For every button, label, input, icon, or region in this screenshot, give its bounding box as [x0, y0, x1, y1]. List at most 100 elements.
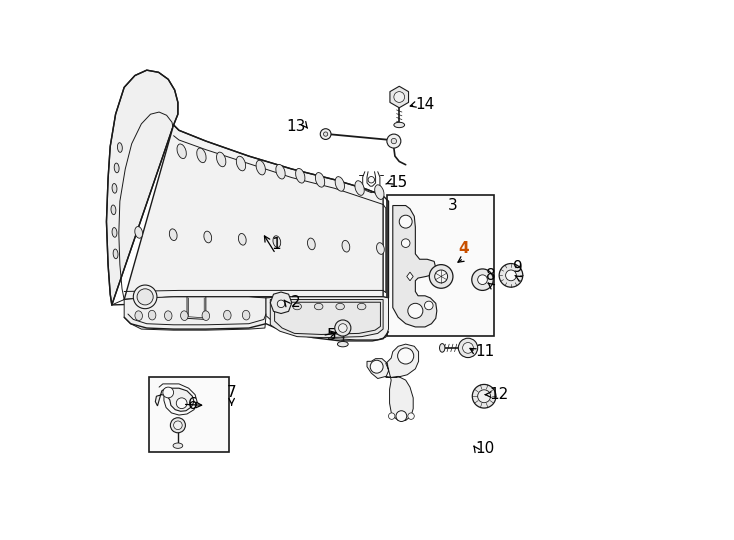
Text: 3: 3 [448, 198, 458, 213]
Ellipse shape [394, 122, 404, 127]
Polygon shape [393, 206, 437, 327]
Text: 11: 11 [476, 344, 495, 359]
Ellipse shape [314, 303, 323, 310]
Ellipse shape [111, 205, 116, 215]
Circle shape [335, 320, 351, 336]
Ellipse shape [112, 227, 117, 237]
Ellipse shape [113, 249, 118, 259]
Ellipse shape [177, 144, 186, 159]
Circle shape [277, 300, 285, 308]
Text: 1: 1 [271, 237, 280, 252]
Ellipse shape [256, 160, 266, 175]
Ellipse shape [197, 148, 206, 163]
Circle shape [401, 239, 410, 247]
Bar [388, 195, 494, 335]
Ellipse shape [135, 311, 142, 321]
Circle shape [408, 303, 423, 319]
Circle shape [499, 264, 523, 287]
Circle shape [320, 129, 331, 139]
Circle shape [391, 138, 396, 144]
Ellipse shape [217, 152, 226, 167]
Circle shape [134, 285, 157, 309]
Text: 9: 9 [512, 260, 523, 275]
Ellipse shape [357, 303, 366, 310]
Circle shape [435, 270, 448, 283]
Ellipse shape [316, 173, 324, 187]
Ellipse shape [135, 227, 142, 238]
Ellipse shape [181, 311, 188, 321]
Polygon shape [270, 292, 292, 314]
Ellipse shape [335, 177, 344, 191]
Circle shape [472, 384, 496, 408]
Ellipse shape [276, 164, 286, 179]
Polygon shape [266, 297, 388, 340]
Ellipse shape [242, 310, 250, 320]
Ellipse shape [336, 303, 344, 310]
Text: 4: 4 [459, 241, 469, 256]
Circle shape [472, 269, 493, 291]
Text: 5: 5 [327, 328, 337, 343]
Circle shape [324, 132, 328, 136]
Ellipse shape [170, 229, 177, 240]
Circle shape [506, 270, 516, 281]
Ellipse shape [224, 310, 231, 320]
Ellipse shape [202, 311, 210, 321]
Ellipse shape [173, 443, 183, 448]
Ellipse shape [273, 236, 280, 247]
Text: 14: 14 [415, 97, 435, 112]
Circle shape [398, 348, 414, 364]
Circle shape [388, 413, 395, 420]
Polygon shape [407, 272, 413, 281]
Polygon shape [124, 125, 383, 300]
Circle shape [424, 301, 433, 310]
Text: 7: 7 [227, 385, 236, 400]
Circle shape [163, 387, 174, 398]
Circle shape [370, 360, 383, 373]
Text: 2: 2 [291, 295, 300, 310]
Circle shape [478, 275, 487, 285]
Text: 12: 12 [489, 387, 508, 402]
Polygon shape [156, 388, 194, 411]
Circle shape [399, 215, 412, 228]
Bar [150, 377, 229, 451]
Text: 8: 8 [486, 268, 495, 283]
Ellipse shape [440, 343, 445, 352]
Ellipse shape [355, 181, 364, 195]
Text: 10: 10 [476, 441, 495, 456]
Circle shape [176, 398, 187, 409]
Ellipse shape [204, 231, 211, 243]
Circle shape [458, 338, 478, 357]
Ellipse shape [239, 233, 246, 245]
Circle shape [368, 177, 374, 183]
Circle shape [137, 289, 153, 305]
Ellipse shape [115, 163, 119, 173]
Ellipse shape [342, 240, 350, 252]
Polygon shape [367, 344, 418, 421]
Ellipse shape [164, 311, 172, 321]
Polygon shape [106, 70, 178, 305]
Ellipse shape [293, 303, 302, 310]
Polygon shape [270, 300, 383, 338]
Ellipse shape [112, 184, 117, 193]
Ellipse shape [374, 185, 384, 199]
Ellipse shape [148, 310, 156, 320]
Circle shape [408, 413, 414, 420]
Text: 15: 15 [388, 176, 408, 191]
Text: 13: 13 [286, 118, 306, 133]
Ellipse shape [236, 156, 246, 171]
Circle shape [396, 411, 407, 422]
Circle shape [170, 418, 186, 433]
Circle shape [462, 342, 473, 353]
Ellipse shape [117, 143, 123, 152]
Circle shape [387, 134, 401, 148]
Text: 6: 6 [187, 397, 197, 412]
Circle shape [394, 92, 404, 103]
Polygon shape [124, 297, 266, 330]
Circle shape [478, 390, 490, 403]
Ellipse shape [296, 168, 305, 183]
Circle shape [174, 421, 182, 429]
Ellipse shape [338, 341, 348, 347]
Circle shape [338, 323, 347, 332]
Circle shape [429, 265, 453, 288]
Ellipse shape [377, 242, 385, 254]
